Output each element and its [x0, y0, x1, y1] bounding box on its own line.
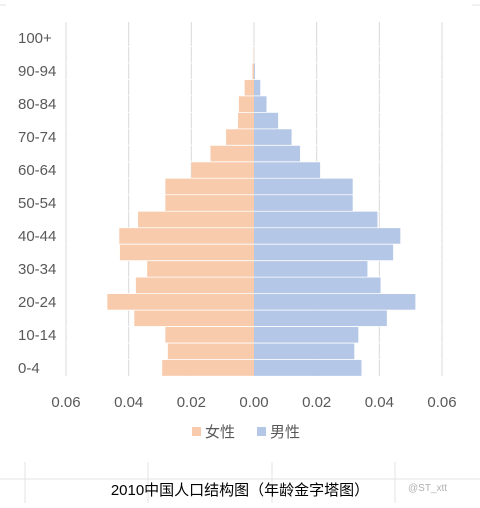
male-bar-75-79 [254, 113, 278, 129]
male-bar-20-24 [254, 294, 415, 310]
watermark: @ST_xtt [408, 483, 447, 495]
female-bar-60-64 [191, 162, 254, 178]
male-bar-40-44 [254, 228, 400, 244]
female-bar-90-94 [252, 63, 254, 79]
male-bar-15-19 [254, 310, 387, 326]
legend-label-female: 女性 [205, 423, 235, 441]
male-bar-60-64 [254, 162, 320, 178]
y-tick-label: 90-94 [18, 63, 56, 80]
male-bar-35-39 [254, 244, 393, 260]
y-tick-label: 40-44 [18, 228, 56, 245]
chart-area[interactable]: 0-4 10-14 20-24 30-34 40-44 50-54 60-64 70-74 80… [6, 0, 472, 462]
male-bar-70-74 [254, 129, 292, 145]
x-tick-label: 0.06 [51, 394, 80, 411]
male-bar-55-59 [254, 178, 353, 194]
male-bar-25-29 [254, 277, 381, 293]
female-bar-30-34 [147, 261, 254, 277]
female-bar-70-74 [226, 129, 254, 145]
female-bar-0-4 [162, 360, 254, 376]
y-tick-label: 70-74 [18, 129, 56, 146]
female-bar-40-44 [119, 228, 254, 244]
female-bar-80-84 [239, 96, 254, 112]
male-bar-90-94 [254, 63, 255, 79]
x-tick-label: 0.02 [302, 394, 331, 411]
male-bar-30-34 [254, 261, 367, 277]
y-tick-label: 80-84 [18, 96, 56, 113]
y-tick-label: 50-54 [18, 195, 56, 212]
female-bar-10-14 [165, 327, 254, 343]
female-bar-5-9 [168, 343, 254, 359]
female-bar-55-59 [165, 178, 254, 194]
legend-swatch-female [192, 427, 201, 436]
female-bar-25-29 [136, 277, 254, 293]
female-bar-45-49 [138, 211, 254, 227]
y-tick-label: 10-14 [18, 327, 56, 344]
y-tick-label: 30-34 [18, 261, 56, 278]
male-bar-80-84 [254, 96, 267, 112]
x-tick-label: 0.04 [365, 394, 394, 411]
female-bar-50-54 [165, 195, 254, 211]
x-tick-label: 0.06 [427, 394, 456, 411]
legend-label-male: 男性 [270, 424, 300, 441]
female-bar-65-69 [210, 145, 254, 161]
x-tick-label: 0.02 [177, 394, 206, 411]
male-bar-85-89 [254, 80, 260, 96]
male-bar-50-54 [254, 195, 353, 211]
x-tick-label: 0.04 [114, 394, 143, 411]
female-bar-75-79 [238, 113, 254, 129]
population-pyramid-chart: 0-4 10-14 20-24 30-34 40-44 50-54 60-64 70-74 80… [6, 0, 472, 462]
male-bar-65-69 [254, 145, 300, 161]
y-tick-label: 20-24 [18, 294, 56, 311]
legend-swatch-male [257, 427, 266, 436]
male-bar-0-4 [254, 360, 361, 376]
male-bar-45-49 [254, 211, 377, 227]
female-bar-15-19 [134, 310, 254, 326]
female-bar-20-24 [107, 294, 254, 310]
legend: 女性 男性 [192, 423, 300, 441]
y-tick-label: 0-4 [18, 360, 40, 377]
x-tick-label: 0.00 [239, 394, 268, 411]
female-bar-85-89 [245, 80, 254, 96]
y-tick-label: 60-64 [18, 162, 56, 179]
female-bar-35-39 [120, 244, 254, 260]
male-bar-10-14 [254, 327, 358, 343]
y-tick-label: 100+ [18, 30, 52, 47]
male-bar-5-9 [254, 343, 354, 359]
